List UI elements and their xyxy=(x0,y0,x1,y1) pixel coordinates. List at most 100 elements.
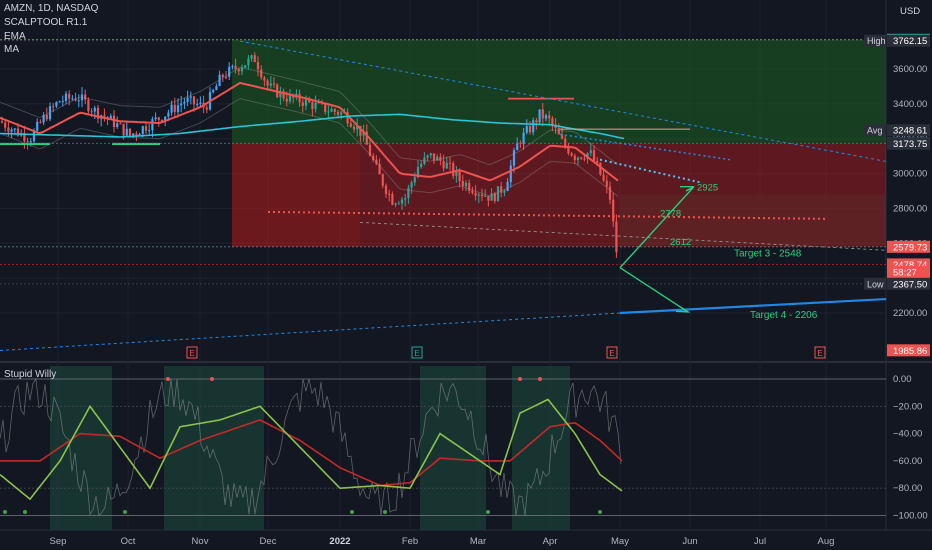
lower-pane xyxy=(0,366,886,530)
earnings-marker xyxy=(606,346,618,359)
annotation-2925: 2925 xyxy=(697,183,718,194)
candle-body xyxy=(231,65,234,67)
lower-zone xyxy=(420,366,486,530)
candle-body xyxy=(503,190,506,193)
price-label-value: 2367.50 xyxy=(893,279,927,290)
candle-body xyxy=(468,182,471,191)
candle-body xyxy=(71,98,74,100)
symbol-title[interactable]: AMZN, 1D, NASDAQ xyxy=(4,3,99,14)
oscillator-axis: 0.00 −20.00 −40.00 −60.00 −80.00 −100.00 xyxy=(893,374,928,522)
candle-body xyxy=(557,127,560,135)
candle-body xyxy=(112,115,116,128)
oscillator-tick-label: −60.00 xyxy=(893,456,922,467)
price-tick-label: 3000.00 xyxy=(893,169,927,180)
candle-body xyxy=(532,120,535,133)
currency-label[interactable]: USD xyxy=(900,6,921,17)
candle-body xyxy=(452,163,455,176)
candle-body xyxy=(356,125,359,130)
candle-body xyxy=(493,193,496,202)
arrow-head-down xyxy=(675,307,691,313)
candle-body xyxy=(375,159,378,165)
candle-body xyxy=(570,153,573,156)
price-label-value: 1985.86 xyxy=(893,346,927,357)
trend-line-grey xyxy=(359,221,887,251)
time-tick-label: Dec xyxy=(260,536,277,547)
candle-body xyxy=(26,141,29,143)
lower-zone xyxy=(512,366,570,530)
candle-body xyxy=(93,107,96,112)
price-label-box xyxy=(887,124,930,137)
price-tag-label: Low xyxy=(867,279,884,289)
candle-body xyxy=(141,126,144,135)
price-label-box xyxy=(887,277,930,290)
ma-line xyxy=(0,113,625,140)
candle-body xyxy=(148,130,151,132)
trend-line-down-3 xyxy=(599,158,701,184)
candle-body xyxy=(500,186,503,193)
candle-body xyxy=(397,203,400,205)
candle-body xyxy=(346,112,349,124)
candle-body xyxy=(400,199,404,204)
price-tag-box xyxy=(864,277,886,290)
candle-body xyxy=(384,185,388,194)
signal-dot xyxy=(3,510,7,514)
candle-body xyxy=(180,103,183,106)
candle-body xyxy=(352,126,356,130)
candle-body xyxy=(282,91,285,99)
price-tick-label: 3400.00 xyxy=(893,99,927,110)
time-tick-label: Aug xyxy=(818,536,835,547)
candle-body xyxy=(192,96,196,105)
time-tick-label: Feb xyxy=(402,536,418,547)
arrow-down xyxy=(619,267,689,313)
candle-body xyxy=(372,155,375,160)
candle-body xyxy=(183,101,186,104)
candle-body xyxy=(436,156,439,161)
candle-body xyxy=(64,93,68,101)
candle-body xyxy=(448,162,452,164)
ema-band-upper xyxy=(0,66,619,166)
candle-body xyxy=(592,150,596,162)
candle-body xyxy=(480,194,484,197)
candle-body xyxy=(61,100,64,102)
indicator-scalptool[interactable]: SCALPTOOL R1.1 xyxy=(4,17,88,28)
lower-pane-title[interactable]: Stupid Willy xyxy=(4,369,57,380)
candle-body xyxy=(544,115,548,119)
price-label-value: 3248.61 xyxy=(893,126,927,137)
candle-body xyxy=(173,104,176,113)
annotation-target-3: Target 3 - 2548 xyxy=(734,248,802,259)
candle-body xyxy=(391,194,394,205)
candle-body xyxy=(285,98,288,102)
signal-dot-red xyxy=(166,377,170,381)
candle-body xyxy=(221,74,224,77)
candle-body xyxy=(279,91,282,98)
candle-body xyxy=(535,120,538,123)
price-label-value: 58:27 xyxy=(893,268,917,279)
time-tick-label: May xyxy=(611,536,629,547)
signal-dot xyxy=(383,510,387,514)
price-tag-label: Avg xyxy=(867,126,882,136)
candle-body xyxy=(388,193,391,195)
candle-body xyxy=(250,55,253,59)
candle-body xyxy=(77,100,80,102)
candle-body xyxy=(218,74,221,86)
candle-body xyxy=(567,146,570,154)
candle-body xyxy=(487,195,490,201)
projection-box xyxy=(620,194,886,246)
indicator-ema[interactable]: EMA xyxy=(4,31,26,42)
indicator-ma[interactable]: MA xyxy=(4,44,19,55)
candle-body xyxy=(0,121,4,123)
signal-dot xyxy=(598,510,602,514)
candle-body xyxy=(96,107,100,119)
candle-body xyxy=(522,132,525,144)
candle-body xyxy=(439,156,442,162)
candle-body xyxy=(429,153,432,156)
candle-body xyxy=(7,127,10,132)
candle-body xyxy=(138,134,141,136)
candle-body xyxy=(237,69,240,72)
candle-body xyxy=(528,126,532,133)
candle-body xyxy=(464,182,468,187)
candle-body xyxy=(349,123,352,127)
candle-body xyxy=(605,180,608,187)
price-label-box xyxy=(887,266,930,279)
